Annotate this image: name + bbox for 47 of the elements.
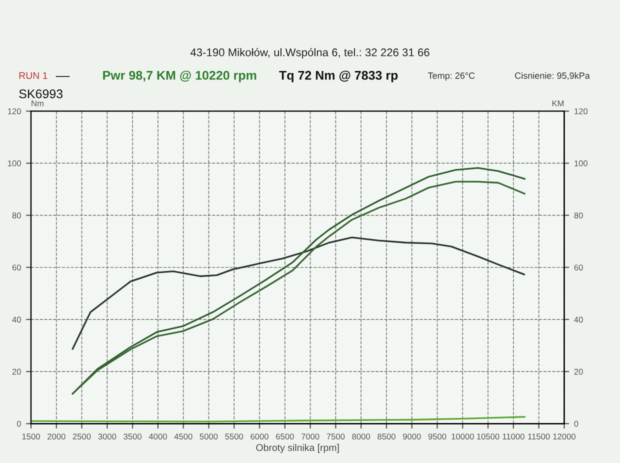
- y-tick-label: 100: [8, 160, 21, 166]
- y-tick-label: 40: [12, 316, 21, 323]
- y2-tick-label: 80: [574, 212, 583, 218]
- x-tick-label: 9500: [428, 434, 446, 440]
- y-tick-label: 80: [12, 212, 21, 218]
- y2-tick-label: 60: [574, 264, 583, 270]
- x-tick-label: 2000: [48, 434, 66, 440]
- text: Cisnienie: 95,9kPa: [515, 72, 590, 80]
- text: RUN 1: [19, 72, 48, 80]
- x-tick-label: 5000: [200, 434, 218, 440]
- y-tick-label: 0: [16, 420, 21, 427]
- x-tick-label: 10500: [477, 434, 500, 440]
- y2-tick-label: 100: [574, 160, 588, 166]
- x-tick-label: 8000: [352, 434, 370, 440]
- text: —: [56, 76, 70, 77]
- x-tick-label: 8500: [378, 434, 396, 440]
- x-tick-label: 7000: [301, 434, 320, 440]
- x-tick-label: 2500: [72, 434, 91, 440]
- x-tick-label: 3500: [124, 434, 142, 440]
- x-tick-label: 4500: [174, 434, 192, 440]
- x-tick-label: 9000: [402, 434, 421, 440]
- x-tick-label: 11500: [528, 434, 550, 440]
- x-tick-label: 6500: [276, 434, 294, 440]
- y-tick-label: 60: [12, 264, 21, 270]
- x-tick-label: 4000: [148, 434, 167, 440]
- text: 43-190 Mikołów, ul.Wspólna 6, tel.: 32 226 31 66: [190, 48, 430, 58]
- text: Pwr 98,7 KM @ 10220 rpm: [103, 70, 256, 82]
- x-tick-label: 5500: [225, 434, 244, 440]
- y2-axis-title: KM: [552, 100, 564, 106]
- x-tick-label: 6000: [250, 434, 268, 440]
- y2-tick-label: 0: [574, 420, 578, 427]
- x-tick-label: 1500: [22, 434, 40, 440]
- x-tick-label: 12000: [553, 434, 576, 440]
- text: SK6993: [19, 89, 63, 98]
- x-axis-title: Obroty silnika [rpm]: [256, 444, 339, 453]
- x-tick-label: 10000: [452, 434, 474, 440]
- text: Temp: 26°C: [428, 72, 475, 81]
- text: Tq 72 Nm @ 7833 rp: [279, 70, 398, 82]
- y2-tick-label: 120: [574, 108, 588, 114]
- x-tick-label: 11000: [502, 434, 524, 440]
- y2-tick-label: 20: [574, 368, 583, 375]
- y-axis-title: Nm: [32, 100, 44, 106]
- y2-tick-label: 40: [574, 316, 583, 323]
- x-tick-label: 7500: [326, 434, 345, 440]
- y-tick-label: 20: [12, 368, 21, 375]
- x-tick-label: 3000: [98, 434, 116, 440]
- y-tick-label: 120: [8, 108, 21, 114]
